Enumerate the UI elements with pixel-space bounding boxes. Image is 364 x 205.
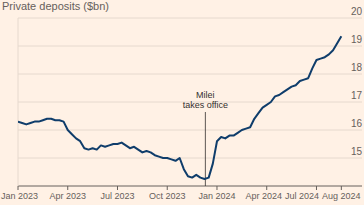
x-tick [67,186,68,190]
x-tick [266,186,267,190]
annotation-line: takes office [183,100,228,110]
background [0,0,364,205]
annotation-marker [205,112,206,186]
x-tick-label: Oct 2023 [149,191,186,201]
x-tick-label: Apr 2023 [49,191,86,201]
x-axis [18,186,362,187]
y-tick-label: 19 [351,34,363,45]
x-tick-label: Jan 2024 [198,191,235,201]
x-tick [167,186,168,190]
y-tick-label: 18 [351,62,363,73]
chart: Private deposits ($bn) 15 16 17 18 19 20 Jan 20… [0,0,364,205]
y-tick-label: 16 [351,118,363,129]
plot-area [18,36,341,179]
y-axis-extent [18,18,19,186]
y-tick-label: 17 [351,90,363,101]
x-tick [316,186,317,190]
y-tick-label: 20 [351,6,363,17]
x-tick [18,186,19,190]
x-tick-label: Jul 2023 [100,191,134,201]
grid-line [18,158,362,159]
annotation: Mileitakes office [183,90,228,110]
x-tick [341,186,342,190]
x-tick-label: Apr 2024 [246,191,283,201]
x-tick [216,186,217,190]
grid-line [18,130,362,131]
y-tick-label: 15 [351,146,363,157]
x-tick [117,186,118,190]
x-tick-label: Aug 2024 [322,191,361,201]
annotation-line: Milei [196,90,215,100]
title: Private deposits ($bn) [2,0,109,12]
data-line [18,36,341,179]
x-tick-label: Jan 2023 [1,191,38,201]
grid-line [18,46,362,47]
grid-line [18,18,362,19]
x-tick-label: Jul 2024 [285,191,319,201]
